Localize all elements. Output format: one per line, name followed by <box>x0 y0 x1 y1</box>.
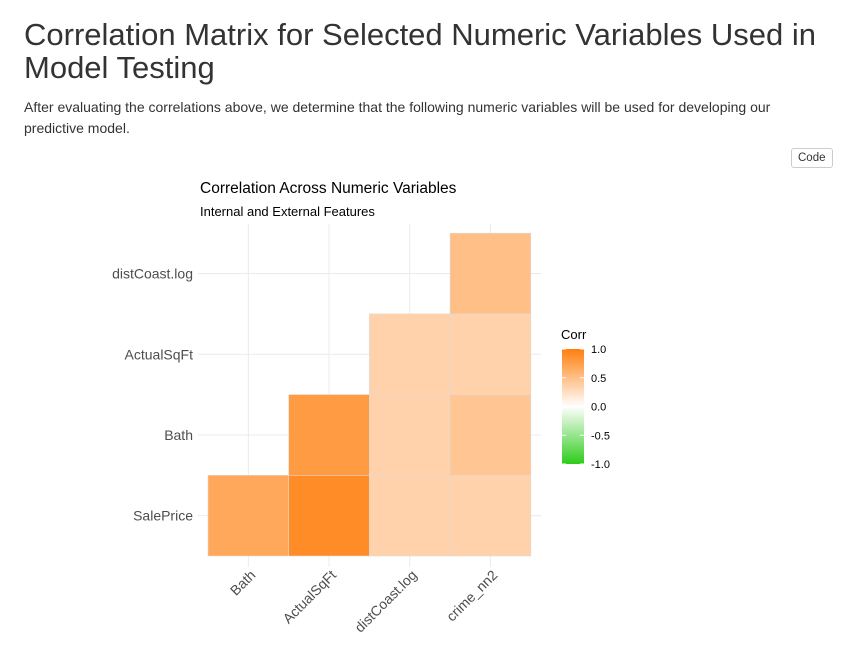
heatmap-cell <box>449 313 532 395</box>
legend-tick-label: -1.0 <box>591 459 610 471</box>
heatmap-cell <box>369 394 451 476</box>
page-title: Correlation Matrix for Selected Numeric … <box>24 17 816 85</box>
legend-tick-label: 0.5 <box>591 373 606 385</box>
y-axis-labels: SalePrice Bath ActualSqFt distCoast.log <box>112 266 193 524</box>
heatmap-cell <box>449 232 532 315</box>
legend-colorbar <box>562 349 584 464</box>
heatmap-cell <box>369 474 451 557</box>
heatmap-cells <box>207 232 532 557</box>
legend-tick-label: 0.0 <box>591 402 606 414</box>
legend-tick-label: 1.0 <box>591 344 606 356</box>
x-tick-label: ActualSqFt <box>279 567 339 627</box>
x-tick-label: distCoast.log <box>351 567 420 636</box>
heatmap-cell <box>449 474 532 557</box>
x-axis-labels: Bath ActualSqFt distCoast.log crime_nn2 <box>227 567 501 636</box>
y-tick-label: Bath <box>164 427 193 443</box>
x-tick-label: Bath <box>227 567 259 599</box>
chart-subtitle: Internal and External Features <box>200 204 375 219</box>
legend-tick-label: -0.5 <box>591 430 610 442</box>
y-tick-label: distCoast.log <box>112 266 193 282</box>
intro-paragraph: After evaluating the correlations above,… <box>24 99 771 136</box>
heatmap-cell <box>369 313 451 395</box>
legend-title: Corr <box>561 327 587 342</box>
y-tick-label: SalePrice <box>133 508 193 524</box>
heatmap-cell <box>288 394 370 476</box>
x-tick-label: crime_nn2 <box>443 567 501 625</box>
heatmap-cell <box>288 474 370 557</box>
heatmap-cell <box>449 394 532 476</box>
heatmap-cell <box>207 474 289 557</box>
y-tick-label: ActualSqFt <box>125 346 194 362</box>
chart-title: Correlation Across Numeric Variables <box>200 180 457 197</box>
legend: Corr 1.0 0.5 0.0 -0.5 -1.0 <box>561 327 610 471</box>
code-toggle-button[interactable]: Code <box>791 148 833 168</box>
